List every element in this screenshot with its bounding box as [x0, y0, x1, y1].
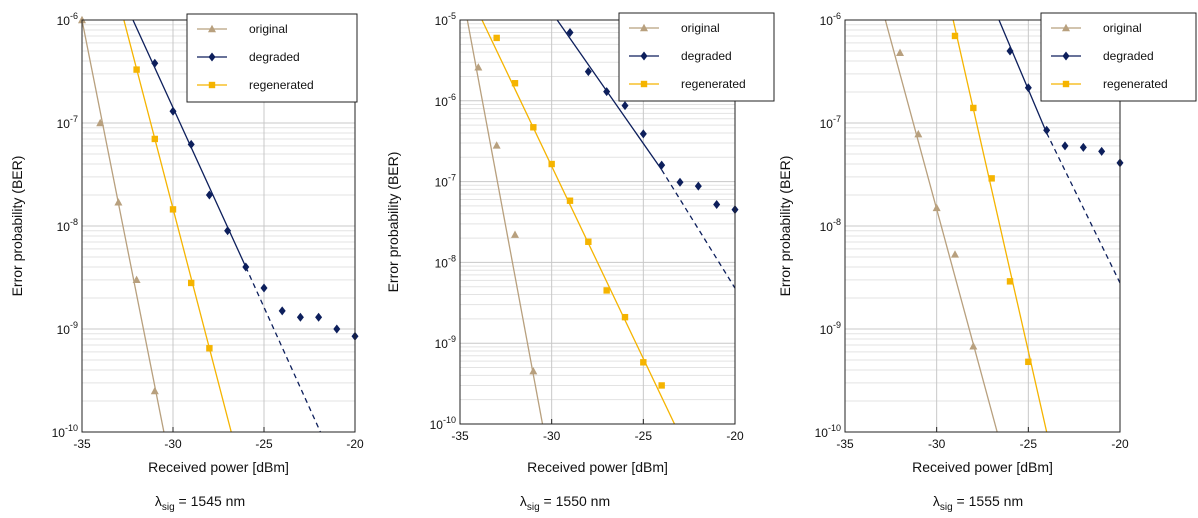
- data-point-regenerated: [988, 175, 994, 181]
- data-point-regenerated: [952, 33, 958, 39]
- data-point-original: [933, 204, 941, 211]
- y-tick-label: 10-9: [820, 320, 841, 337]
- legend: original degraded regenerated: [1041, 13, 1196, 101]
- y-tick-label: 10-7: [820, 114, 841, 131]
- x-axis-label: Received power [dBm]: [912, 459, 1053, 475]
- y-axis-label: Error probability (BER): [777, 156, 793, 297]
- data-point-degraded: [1080, 143, 1087, 152]
- data-point-regenerated: [1025, 359, 1031, 365]
- x-tick-label: -30: [928, 437, 946, 451]
- data-point-original: [969, 342, 977, 349]
- x-tick-label: -35: [836, 437, 854, 451]
- fit-line-dashed-degraded: [1047, 133, 1120, 283]
- data-point-regenerated: [1007, 278, 1013, 284]
- legend-label-degraded: degraded: [1103, 49, 1154, 63]
- fit-line-degraded: [999, 20, 1047, 133]
- data-point-original: [896, 49, 904, 56]
- y-tick-label: 10-6: [820, 11, 841, 28]
- y-tick-label: 10-8: [820, 217, 841, 234]
- data-point-degraded: [1062, 141, 1069, 150]
- wavelength-caption: λsig = 1555 nm: [933, 493, 1023, 513]
- data-point-original: [951, 250, 959, 257]
- data-point-degraded: [1098, 147, 1105, 156]
- legend-marker-regenerated: [1063, 81, 1069, 87]
- legend-label-regenerated: regenerated: [1103, 77, 1168, 91]
- legend-label-original: original: [1103, 21, 1142, 35]
- data-point-degraded: [1007, 47, 1014, 56]
- x-tick-label: -25: [1020, 437, 1038, 451]
- x-tick-label: -20: [1111, 437, 1129, 451]
- data-point-regenerated: [970, 105, 976, 111]
